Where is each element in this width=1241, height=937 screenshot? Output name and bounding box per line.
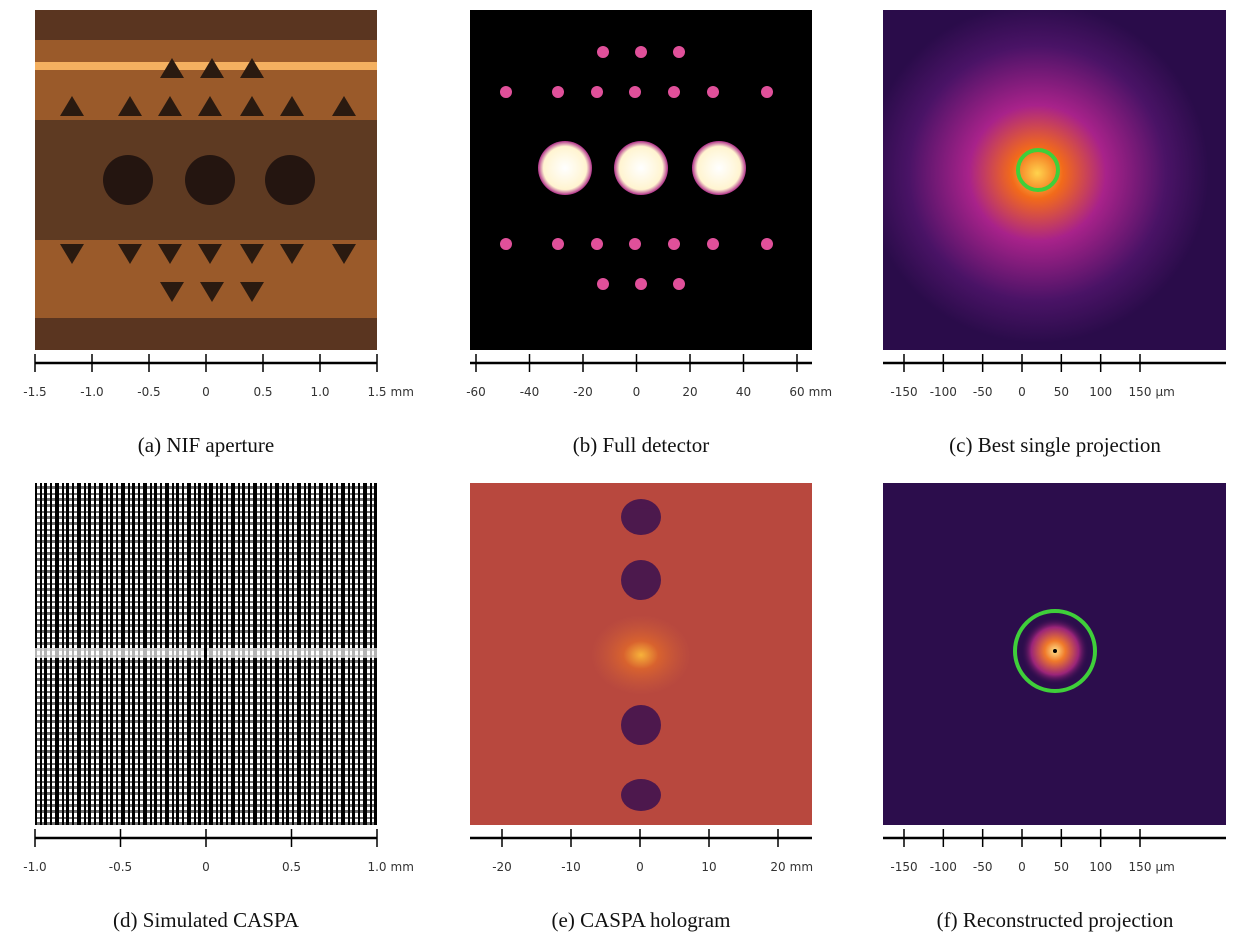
scale-label: 0.5 — [253, 385, 272, 399]
scale-label: -1.5 — [23, 385, 46, 399]
reconstruction-image — [883, 483, 1226, 825]
scale-label: 100 — [1089, 385, 1112, 399]
caspa-image — [35, 483, 377, 825]
scale-label: 0 — [1018, 385, 1026, 399]
scale-label: -10 — [561, 860, 581, 874]
scale-label: -50 — [973, 385, 993, 399]
projection-image — [883, 10, 1226, 350]
panel-caption: (f) Reconstructed projection — [937, 908, 1174, 932]
scale-label: -0.5 — [109, 860, 132, 874]
scale-label: -50 — [973, 860, 993, 874]
scale-label: 0 — [636, 860, 644, 874]
panel-caption: (b) Full detector — [573, 433, 709, 457]
scale-label: 150 — [1129, 860, 1152, 874]
scale-label: -150 — [890, 860, 917, 874]
scale-unit: mm — [790, 860, 813, 874]
scale-unit: µm — [1155, 385, 1174, 399]
scale-label: 20 — [770, 860, 785, 874]
scale-label: 150 — [1129, 385, 1152, 399]
scale-label: 40 — [736, 385, 751, 399]
scale-label: 1.0 — [310, 385, 329, 399]
scale-label: 60 — [789, 385, 804, 399]
scale-label: -0.5 — [137, 385, 160, 399]
aperture-image — [35, 10, 377, 350]
scale-label: 50 — [1054, 860, 1069, 874]
scale-unit: mm — [391, 385, 414, 399]
scale-label: 0 — [202, 860, 210, 874]
scale-label: 0 — [202, 385, 210, 399]
scale-label: 0 — [633, 385, 641, 399]
panel-caption: (c) Best single projection — [949, 433, 1161, 457]
scale-label: -150 — [890, 385, 917, 399]
detector-image — [470, 10, 812, 350]
scale-label: -40 — [520, 385, 540, 399]
scale-label: -100 — [930, 860, 957, 874]
scale-label: -20 — [492, 860, 512, 874]
scale-label: -20 — [573, 385, 593, 399]
hologram-image — [470, 483, 812, 825]
panel-caption: (e) CASPA hologram — [552, 908, 731, 932]
scale-unit: µm — [1155, 860, 1174, 874]
scale-label: -1.0 — [23, 860, 46, 874]
scale-label: 1.5 — [367, 385, 386, 399]
scale-unit: mm — [391, 860, 414, 874]
scale-unit: mm — [809, 385, 832, 399]
scale-label: 50 — [1054, 385, 1069, 399]
scale-label: 100 — [1089, 860, 1112, 874]
scale-label: -1.0 — [80, 385, 103, 399]
scale-label: -100 — [930, 385, 957, 399]
panel-caption: (d) Simulated CASPA — [113, 908, 300, 932]
scale-label: 20 — [682, 385, 697, 399]
scale-label: 0.5 — [282, 860, 301, 874]
scale-label: 10 — [701, 860, 716, 874]
scale-label: -60 — [466, 385, 486, 399]
scale-label: 1.0 — [367, 860, 386, 874]
panel-caption: (a) NIF aperture — [138, 433, 274, 457]
scale-label: 0 — [1018, 860, 1026, 874]
